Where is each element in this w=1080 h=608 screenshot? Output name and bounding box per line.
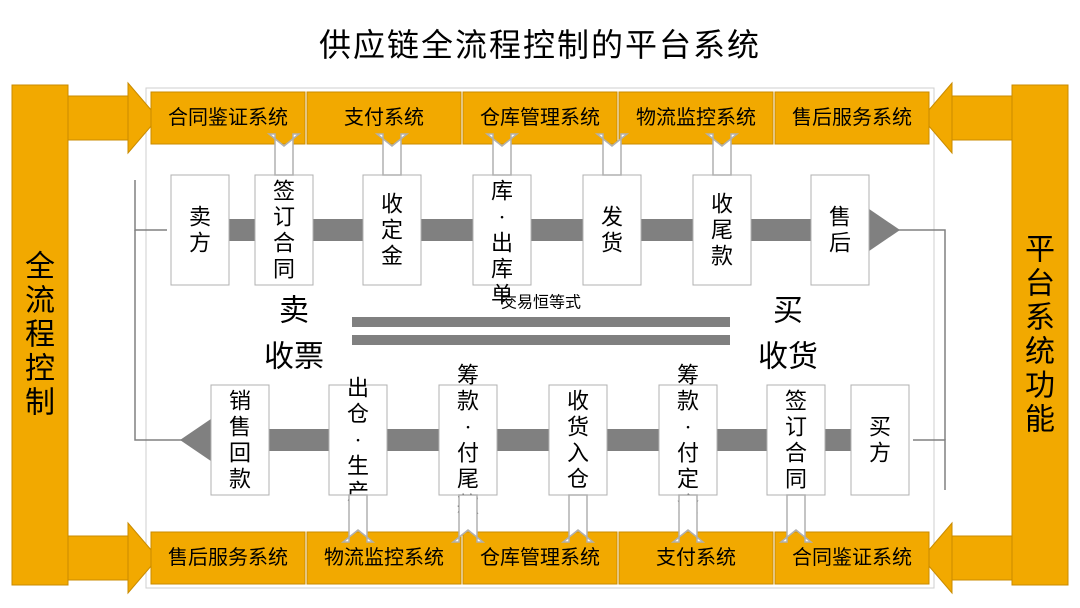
svg-text:统: 统 — [1025, 336, 1055, 369]
svg-text:生: 生 — [347, 454, 369, 479]
svg-text:方: 方 — [189, 231, 211, 256]
svg-text:尾: 尾 — [711, 218, 733, 243]
svg-text:收: 收 — [567, 389, 589, 414]
svg-text:售: 售 — [829, 205, 851, 230]
page-title: 供应链全流程控制的平台系统 — [0, 20, 1080, 66]
svg-text:仓: 仓 — [347, 402, 369, 427]
svg-text:付: 付 — [677, 441, 699, 466]
svg-text:同: 同 — [785, 467, 807, 492]
svg-text:款: 款 — [677, 389, 699, 414]
svg-text:库: 库 — [491, 179, 513, 204]
diagram-canvas: 全流程控制平台系统功能合同鉴证系统支付系统仓库管理系统物流监控系统售后服务系统售… — [0, 0, 1080, 608]
svg-text:售后服务系统: 售后服务系统 — [168, 546, 288, 569]
svg-text:合: 合 — [785, 441, 807, 466]
svg-text:·: · — [354, 428, 361, 453]
svg-text:买: 买 — [869, 415, 891, 440]
svg-text:签: 签 — [785, 389, 807, 414]
svg-text:款: 款 — [711, 244, 733, 269]
svg-text:能: 能 — [1025, 404, 1055, 437]
svg-text:定: 定 — [381, 218, 403, 243]
svg-text:仓库管理系统: 仓库管理系统 — [480, 106, 600, 129]
svg-text:台: 台 — [1025, 268, 1055, 301]
svg-text:平: 平 — [1025, 234, 1055, 267]
svg-text:仓: 仓 — [567, 467, 589, 492]
svg-text:款: 款 — [229, 467, 251, 492]
svg-text:收货: 收货 — [758, 341, 818, 374]
svg-text:销: 销 — [229, 389, 251, 414]
svg-text:合: 合 — [273, 231, 295, 256]
svg-text:出: 出 — [347, 376, 369, 401]
svg-text:全: 全 — [25, 251, 55, 284]
svg-text:收票: 收票 — [264, 341, 324, 374]
svg-text:物流监控系统: 物流监控系统 — [324, 546, 444, 569]
svg-text:收: 收 — [711, 192, 733, 217]
svg-text:仓库管理系统: 仓库管理系统 — [480, 546, 600, 569]
svg-text:合同鉴证系统: 合同鉴证系统 — [792, 546, 912, 569]
svg-text:筹: 筹 — [677, 363, 699, 388]
svg-text:制: 制 — [25, 387, 55, 420]
svg-text:流: 流 — [25, 285, 55, 318]
svg-text:订: 订 — [785, 415, 807, 440]
svg-text:回: 回 — [229, 441, 251, 466]
svg-text:后: 后 — [829, 231, 851, 256]
svg-text:售后服务系统: 售后服务系统 — [792, 106, 912, 129]
svg-text:买: 买 — [773, 295, 803, 328]
svg-text:支付系统: 支付系统 — [656, 546, 736, 569]
svg-text:签: 签 — [273, 179, 295, 204]
svg-text:库: 库 — [491, 257, 513, 282]
svg-text:收: 收 — [381, 192, 403, 217]
svg-text:发: 发 — [601, 205, 623, 230]
svg-text:售: 售 — [229, 415, 251, 440]
svg-text:付: 付 — [457, 441, 479, 466]
svg-text:款: 款 — [457, 389, 479, 414]
svg-text:定: 定 — [677, 467, 699, 492]
svg-text:同: 同 — [273, 257, 295, 282]
svg-text:功: 功 — [1025, 370, 1055, 403]
svg-text:合同鉴证系统: 合同鉴证系统 — [168, 106, 288, 129]
svg-text:物流监控系统: 物流监控系统 — [636, 106, 756, 129]
svg-text:交易恒等式: 交易恒等式 — [501, 294, 581, 312]
svg-text:出: 出 — [491, 231, 513, 256]
svg-text:·: · — [498, 205, 505, 230]
svg-text:控: 控 — [25, 353, 55, 386]
svg-text:程: 程 — [25, 319, 55, 352]
svg-text:支付系统: 支付系统 — [344, 106, 424, 129]
svg-text:·: · — [684, 415, 691, 440]
svg-text:尾: 尾 — [457, 467, 479, 492]
svg-text:卖: 卖 — [279, 295, 309, 328]
svg-text:系: 系 — [1025, 302, 1055, 335]
svg-text:卖: 卖 — [189, 205, 211, 230]
svg-text:·: · — [464, 415, 471, 440]
svg-text:货: 货 — [567, 415, 589, 440]
svg-text:筹: 筹 — [457, 363, 479, 388]
svg-text:订: 订 — [273, 205, 295, 230]
svg-text:方: 方 — [869, 441, 891, 466]
svg-text:金: 金 — [381, 244, 403, 269]
svg-text:入: 入 — [567, 441, 589, 466]
svg-text:货: 货 — [601, 231, 623, 256]
